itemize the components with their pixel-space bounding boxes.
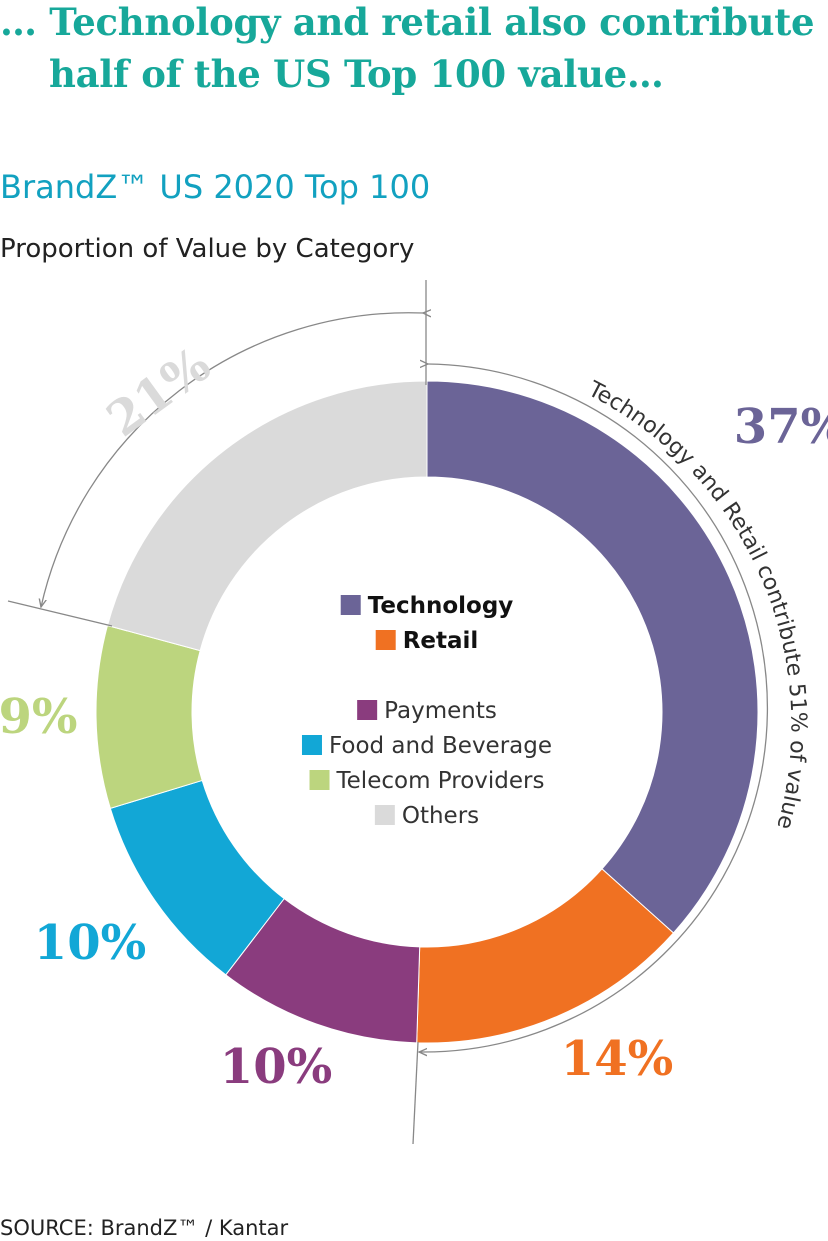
legend-item-telecom-providers: Telecom Providers — [309, 768, 545, 794]
legend-label-others: Others — [402, 803, 479, 829]
percent-label-telecom-providers: 9% — [0, 689, 78, 745]
percent-label-payments: 10% — [220, 1039, 332, 1095]
percent-label-technology: 37% — [734, 399, 828, 455]
legend-item-others: Others — [374, 803, 479, 829]
percent-label-others: 21% — [97, 337, 221, 448]
others-span-arrow — [41, 313, 423, 607]
source-note: SOURCE: BrandZ™ / Kantar — [0, 1216, 289, 1240]
headline-line-1: … Technology and retail also contribute — [0, 0, 815, 44]
legend-item-retail: Retail — [375, 628, 479, 654]
legend-item-technology: Technology — [340, 593, 514, 619]
legend-label-technology: Technology — [368, 593, 514, 619]
percent-label-retail: 14% — [561, 1031, 673, 1087]
legend-label-telecom-providers: Telecom Providers — [336, 768, 545, 794]
legend-swatch-retail — [375, 630, 396, 650]
legend-swatch-technology — [340, 595, 361, 615]
legend-label-payments: Payments — [384, 698, 497, 724]
legend-swatch-others — [374, 805, 395, 825]
connectors-group — [7, 280, 769, 1145]
chart-title: BrandZ™ US 2020 Top 100 — [0, 168, 431, 206]
legend: Technology Retail Payments Food and Beverag… — [301, 593, 552, 829]
legend-label-retail: Retail — [403, 628, 479, 654]
tech-retail-span-arrow — [419, 364, 769, 1052]
slice-technology — [426, 380, 759, 934]
legend-swatch-payments — [357, 700, 378, 720]
chart-subtitle: Proportion of Value by Category — [0, 234, 415, 264]
legend-label-food-and-beverage: Food and Beverage — [329, 733, 552, 759]
legend-swatch-telecom-providers — [309, 770, 330, 790]
percent-label-food-and-beverage: 10% — [34, 915, 146, 971]
others-divider-line — [7, 600, 113, 627]
bottom-divider-line — [412, 1041, 419, 1145]
legend-swatch-food-and-beverage — [301, 735, 322, 755]
legend-item-food-and-beverage: Food and Beverage — [301, 733, 552, 759]
legend-item-payments: Payments — [357, 698, 497, 724]
slice-telecom-providers — [95, 624, 203, 810]
headline: … Technology and retail also contribute … — [0, 0, 828, 100]
headline-line-2: half of the US Top 100 value… — [49, 52, 664, 96]
